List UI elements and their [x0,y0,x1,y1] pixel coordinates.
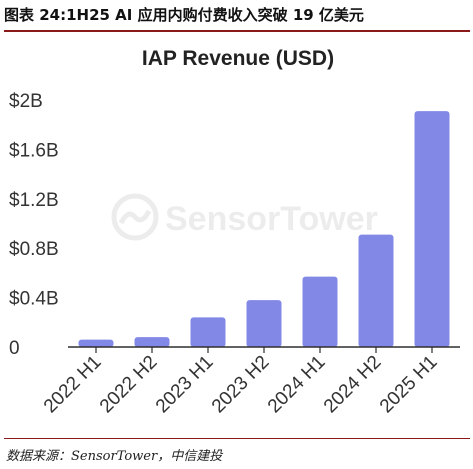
bar [302,276,338,347]
x-tick-label: 2025 H1 [376,352,442,418]
y-tick-label: $1.6B [9,140,59,161]
x-tick-label: 2024 H2 [320,352,386,418]
y-tick-label: $1.2B [9,190,59,211]
chart-title: IAP Revenue (USD) [142,47,334,70]
sensortower-watermark: SensorTower [111,193,378,241]
y-tick-label: $0.4B [9,289,59,310]
y-tick-label: 0 [9,338,20,359]
figure-header: 图表 24:1H25 AI 应用内购付费收入突破 19 亿美元 [4,6,364,24]
footer-rule [4,438,470,439]
x-tick-label: 2022 H2 [96,352,162,418]
watermark-logo-wave [118,209,152,225]
bar [246,300,282,347]
watermark-logo-icon [111,193,159,241]
bar [78,339,114,347]
bar-chart: SensorTower IAP Revenue (USD) 0 $0.4B $0.8… [9,47,460,418]
y-tick-label: $0.8B [9,239,59,260]
x-tick-label: 2024 H1 [264,352,330,418]
x-tick-label: 2022 H1 [40,352,106,418]
x-tick-label: 2023 H2 [208,352,274,418]
bar [358,234,394,347]
x-tick-label: 2023 H1 [152,352,218,418]
source-note: 数据来源：SensorTower，中信建投 [6,449,223,464]
y-tick-label: $2B [9,91,43,112]
bar [134,337,170,347]
header-rule [4,30,470,32]
bar [190,317,226,347]
bar [414,111,450,348]
watermark-text: SensorTower [165,200,378,238]
